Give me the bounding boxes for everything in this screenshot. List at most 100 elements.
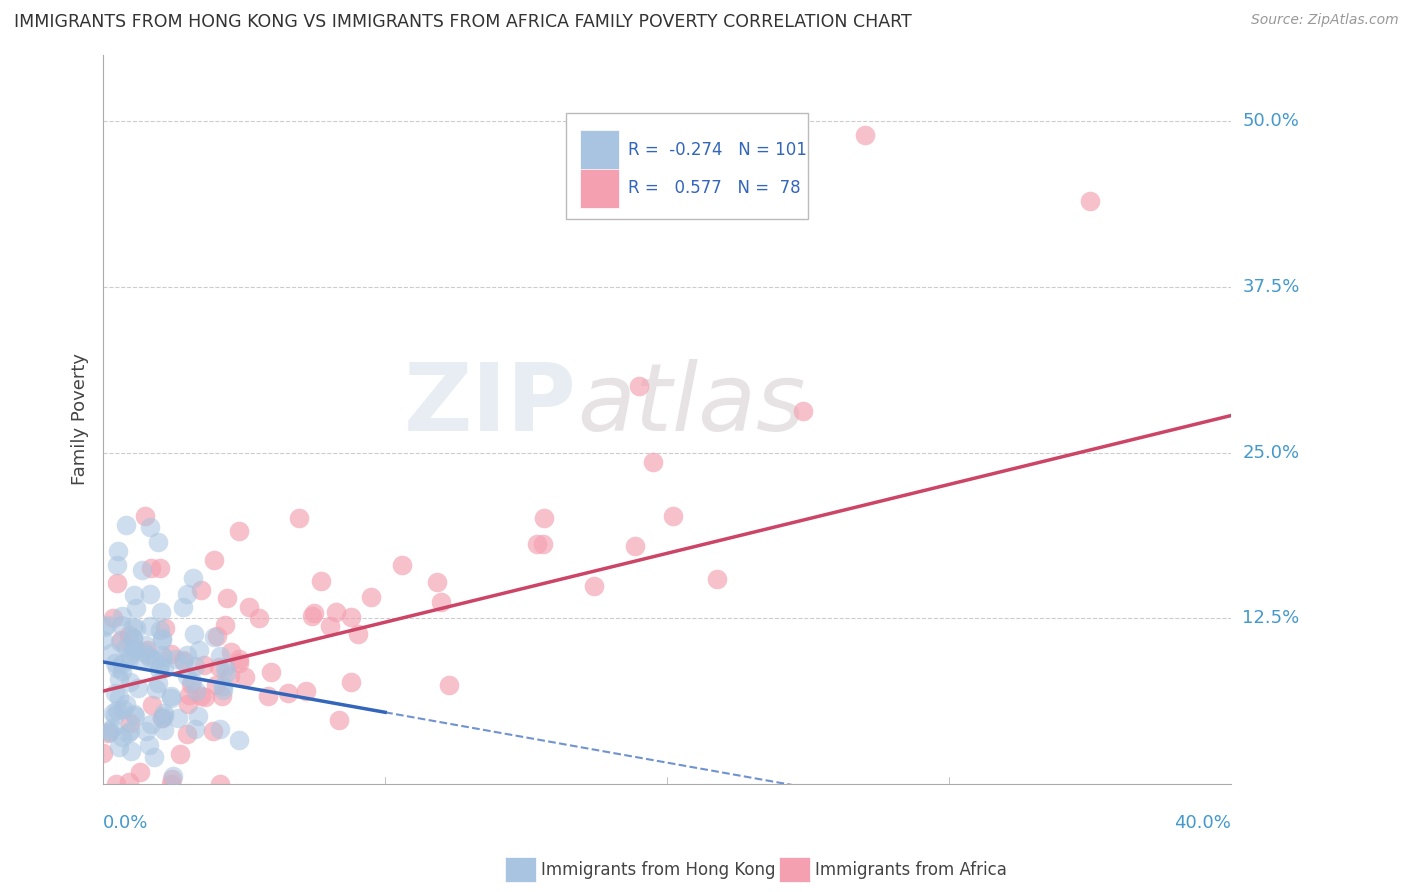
Point (110, 609, 132, 624)
Point (183, 659, 205, 673)
Point (148, 662, 170, 676)
Point (101, 611, 124, 625)
Point (114, 640, 136, 655)
Text: 12.5%: 12.5% (1243, 609, 1299, 627)
Point (346, 627, 368, 641)
Point (108, 672, 131, 686)
Point (318, 619, 340, 633)
Point (110, 633, 132, 648)
Point (277, 686, 299, 700)
Point (120, 744, 142, 758)
Point (627, 379, 650, 393)
Point (176, 669, 198, 683)
Point (143, 750, 166, 764)
Point (145, 653, 167, 667)
Point (134, 509, 156, 524)
Point (160, 690, 183, 705)
Point (582, 578, 605, 592)
Point (150, 648, 173, 662)
Point (180, 676, 202, 690)
Point (792, 404, 814, 418)
Point (131, 562, 153, 576)
Point (340, 675, 363, 690)
Point (111, 731, 134, 745)
Point (188, 643, 211, 657)
Point (202, 724, 225, 739)
Point (426, 575, 449, 590)
Point (624, 539, 647, 553)
Point (104, 777, 127, 791)
FancyBboxPatch shape (581, 130, 619, 169)
Point (93, 632, 115, 647)
Point (115, 697, 138, 711)
Point (150, 631, 173, 645)
Point (93, 620, 115, 634)
Point (153, 661, 176, 675)
Y-axis label: Family Poverty: Family Poverty (72, 353, 89, 485)
Point (139, 619, 162, 633)
Point (150, 605, 173, 619)
Point (177, 688, 200, 702)
Point (155, 621, 177, 635)
Point (211, 690, 233, 704)
Text: 0.0%: 0.0% (103, 814, 149, 832)
Point (120, 648, 142, 662)
Point (183, 626, 205, 640)
Point (169, 747, 191, 761)
Point (360, 590, 382, 604)
Point (166, 652, 188, 666)
Point (111, 702, 134, 716)
Point (96, 618, 118, 632)
Point (176, 587, 198, 601)
Text: IMMIGRANTS FROM HONG KONG VS IMMIGRANTS FROM AFRICA FAMILY POVERTY CORRELATION C: IMMIGRANTS FROM HONG KONG VS IMMIGRANTS … (14, 13, 912, 31)
Point (138, 739, 160, 753)
Point (159, 690, 181, 704)
FancyBboxPatch shape (565, 113, 808, 219)
Point (238, 599, 260, 614)
Point (202, 630, 225, 644)
Point (107, 740, 129, 755)
Point (100, 647, 122, 661)
Point (150, 711, 173, 725)
Point (437, 678, 460, 692)
Point (214, 665, 236, 680)
Point (110, 664, 132, 678)
Point (288, 511, 311, 525)
Point (117, 726, 139, 740)
Point (167, 711, 190, 725)
Point (176, 648, 198, 662)
Point (214, 618, 236, 632)
Point (187, 708, 209, 723)
Point (107, 543, 129, 558)
Point (256, 689, 278, 703)
Point (214, 660, 236, 674)
Point (122, 643, 145, 657)
Point (311, 574, 333, 588)
Point (193, 657, 215, 672)
Point (122, 631, 145, 645)
Point (208, 660, 231, 674)
Point (108, 635, 131, 649)
Point (98, 724, 121, 739)
Point (172, 599, 194, 614)
Point (120, 675, 142, 690)
Point (105, 558, 128, 573)
Point (110, 618, 132, 632)
Point (853, 128, 876, 142)
Point (208, 723, 231, 737)
Point (118, 724, 141, 739)
Point (184, 722, 207, 736)
Point (228, 657, 250, 671)
Point (228, 524, 250, 538)
Point (139, 520, 162, 534)
Point (118, 775, 141, 789)
Point (145, 682, 167, 697)
Point (228, 652, 250, 666)
Text: 37.5%: 37.5% (1243, 278, 1299, 296)
Point (260, 665, 283, 679)
Point (125, 600, 148, 615)
Point (122, 588, 145, 602)
Point (150, 632, 173, 647)
Point (118, 652, 141, 666)
Point (114, 518, 136, 533)
